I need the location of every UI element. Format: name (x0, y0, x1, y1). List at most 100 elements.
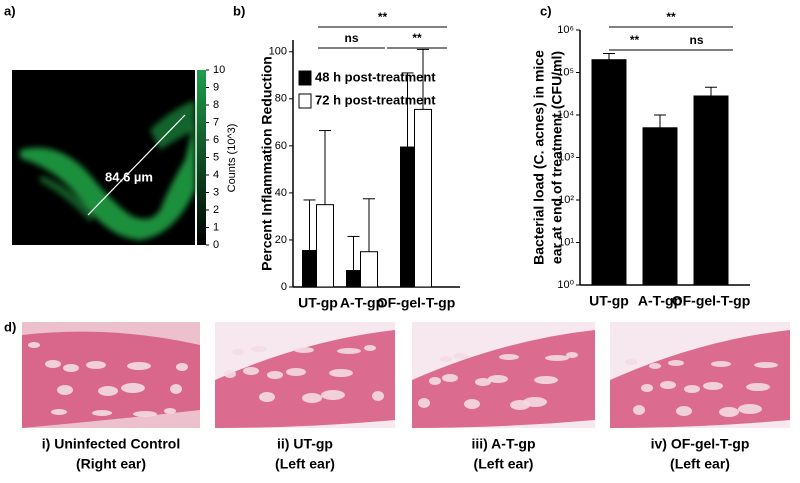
cell (164, 408, 176, 414)
caption: iii) A-T-gp (471, 436, 535, 452)
cell (57, 385, 73, 395)
legend-swatch (298, 70, 312, 86)
significance-label: ** (412, 31, 422, 45)
bar (414, 108, 432, 288)
cell (649, 363, 661, 369)
cell (372, 391, 384, 401)
colorbar-tick-label: 1 (213, 221, 219, 233)
panel-label: a) (4, 3, 16, 18)
cell (302, 393, 322, 403)
colorbar-tick-label: 10 (213, 64, 225, 76)
y-tick-label: 100 (269, 46, 287, 58)
bar (642, 127, 678, 286)
caption: (Left ear) (474, 456, 534, 472)
bar (302, 250, 317, 288)
y-tick-label: 10² (558, 194, 574, 206)
cell (267, 371, 283, 379)
cell (286, 368, 306, 376)
histology (22, 322, 790, 428)
cell (754, 362, 778, 368)
cell (127, 362, 151, 370)
cell (746, 383, 770, 391)
colorbar-label: Counts (10^3) (226, 124, 238, 193)
cell (251, 346, 267, 352)
y-axis-label: Percent Inflammation Reduction (259, 56, 275, 271)
x-tick-label: UT-gp (298, 295, 338, 311)
bar (400, 146, 415, 288)
cell (170, 384, 182, 394)
cell (719, 407, 739, 417)
cell (676, 406, 692, 416)
scale-label: 84.6 µm (105, 169, 153, 184)
cell (329, 369, 353, 377)
cell (418, 398, 430, 408)
micrograph (12, 70, 206, 245)
cell (51, 409, 67, 415)
cell (711, 361, 731, 367)
bar (693, 95, 729, 286)
colorbar-tick-label: 9 (213, 81, 219, 93)
tissue (22, 331, 200, 428)
colorbar-tick-label: 0 (213, 239, 219, 251)
cell (364, 345, 376, 351)
cell (684, 385, 700, 393)
y-tick-label: 10⁶ (557, 24, 574, 36)
y-tick-label: 20 (275, 234, 287, 246)
y-tick-label: 10⁴ (557, 109, 574, 121)
cell (668, 360, 684, 366)
y-tick-label: 10⁵ (557, 66, 574, 78)
caption: iv) OF-gel-T-gp (651, 436, 750, 452)
significance-label: ** (666, 10, 676, 24)
bar (346, 270, 361, 288)
x-tick-label: OF-gel-T-gp (672, 293, 751, 309)
x-tick-label: UT-gp (589, 293, 629, 309)
colorbar-tick-label: 8 (213, 99, 219, 111)
y-tick-label: 10⁰ (557, 279, 574, 291)
panel-label: d) (4, 319, 16, 334)
cell (92, 410, 112, 416)
cell (545, 355, 569, 361)
cell (232, 349, 244, 355)
caption: (Left ear) (670, 456, 730, 472)
legend-label: 72 h post-treatment (315, 92, 436, 107)
cell (523, 397, 547, 407)
bar (360, 251, 378, 288)
y-tick-label: 60 (275, 140, 287, 152)
cell (633, 405, 645, 415)
cell (63, 364, 79, 372)
cell (440, 356, 452, 362)
colorbar-tick-label: 2 (213, 204, 219, 216)
cell (442, 374, 458, 382)
bar (316, 204, 334, 288)
tissue (610, 330, 790, 428)
cell (259, 392, 275, 402)
significance-label: ** (378, 10, 388, 24)
cell (534, 376, 558, 384)
cell (321, 390, 345, 400)
cell (625, 359, 637, 365)
y-tick-label: 10³ (558, 151, 574, 163)
cell (294, 347, 314, 353)
colorbar-tick-label: 5 (213, 151, 219, 163)
y-tick-label: 0 (281, 281, 287, 293)
cell (98, 386, 118, 396)
cell (703, 382, 723, 390)
caption: i) Uninfected Control (42, 436, 180, 452)
panel-label: c) (540, 3, 552, 18)
cell (499, 354, 519, 360)
caption: (Left ear) (275, 456, 335, 472)
cell (453, 353, 469, 359)
y-axis-label: Bacterial load (C. acnes) in mice (531, 50, 547, 265)
caption: (Right ear) (76, 456, 146, 472)
y-tick-label: 40 (275, 187, 287, 199)
cell (337, 348, 361, 354)
colorbar-tick-label: 3 (213, 186, 219, 198)
cell (224, 370, 236, 378)
cell (45, 360, 61, 368)
x-tick-label: OF-gel-T-gp (377, 295, 456, 311)
cell (464, 399, 480, 409)
colorbar-tick-label: 7 (213, 116, 219, 128)
y-axis-label: ear at end of treatment (CFU/ml) (549, 51, 565, 264)
cell (28, 342, 40, 348)
cell (243, 367, 259, 375)
